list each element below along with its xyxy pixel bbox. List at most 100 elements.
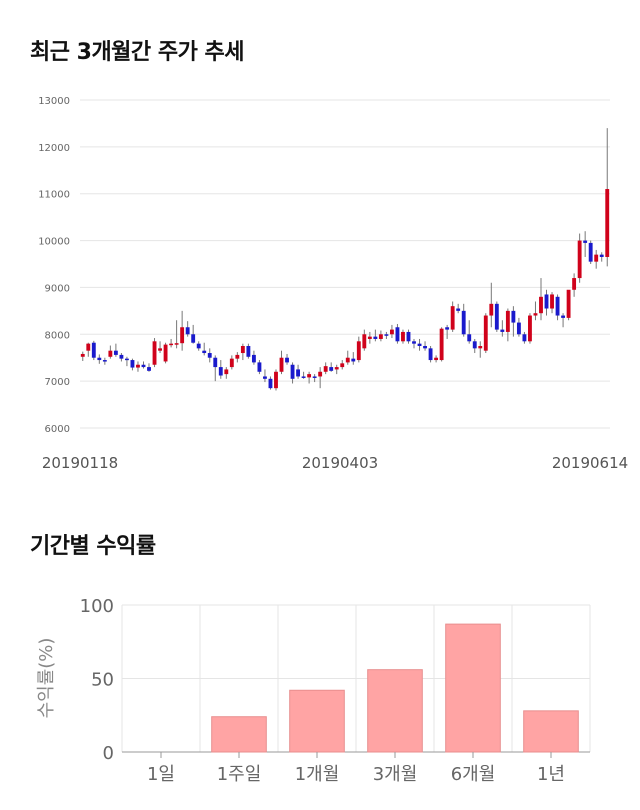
candle-body <box>594 254 599 262</box>
candle-body <box>130 360 135 368</box>
candle-body <box>218 367 223 376</box>
price-y-tick-label: 12000 <box>38 143 70 154</box>
candle-body <box>384 334 389 336</box>
candle-body <box>191 334 196 343</box>
candle-body <box>102 360 107 362</box>
candle-body <box>174 343 179 345</box>
candle-body <box>516 322 521 335</box>
price-candlestick-chart: 6000 7000 8000 9000 10000 11000 12000 13000 201… <box>38 96 628 472</box>
return-x-tick-label: 1주일 <box>217 764 262 785</box>
candle-body <box>373 336 378 339</box>
candle-body <box>605 189 610 257</box>
price-y-tick-label: 13000 <box>38 96 70 107</box>
price-y-tick-label: 6000 <box>45 424 70 435</box>
return-y-tick-label: 50 <box>91 670 114 691</box>
return-bar <box>523 710 579 753</box>
candle-body <box>528 315 532 342</box>
candle-body <box>561 315 566 318</box>
candle-body <box>511 310 516 323</box>
price-chart-grid <box>80 99 610 429</box>
candle-body <box>533 313 538 316</box>
candle-body <box>257 362 262 372</box>
candle-body <box>213 357 218 368</box>
candle-body <box>224 369 229 375</box>
candle-body <box>588 242 593 262</box>
candle-body <box>340 363 345 368</box>
candle-body <box>185 327 190 335</box>
candle-body <box>378 334 383 339</box>
candle-body <box>91 342 96 358</box>
candle-body <box>251 354 256 363</box>
return-y-tick-label: 0 <box>103 743 114 764</box>
price-chart-title: 최근 3개월간 주가 추세 <box>30 40 244 65</box>
candle-body <box>108 350 113 357</box>
return-chart-title: 기간별 수익률 <box>30 534 156 559</box>
candle-body <box>285 357 289 363</box>
price-y-tick-label: 7000 <box>45 377 70 388</box>
candle-body <box>566 289 571 318</box>
candle-body <box>423 346 427 349</box>
candle-body <box>445 327 450 330</box>
candle-body <box>472 341 477 349</box>
return-x-tick-label: 1개월 <box>295 764 340 785</box>
candle-body <box>240 346 245 354</box>
candle-body <box>229 358 234 368</box>
price-y-tick-label: 10000 <box>38 237 70 248</box>
candle-body <box>207 353 212 358</box>
candle-body <box>351 358 356 362</box>
candle-body <box>389 329 394 335</box>
price-x-date-label: 20190403 <box>302 454 378 472</box>
candle-body <box>169 343 174 346</box>
return-x-tick-label: 6개월 <box>451 764 496 785</box>
candle-body <box>202 350 207 354</box>
candle-body <box>296 369 301 377</box>
candle-body <box>268 378 273 389</box>
candle-body <box>489 303 494 316</box>
candle-body <box>367 336 372 339</box>
candle-body <box>550 294 554 309</box>
candle-body <box>274 371 278 389</box>
candle-body <box>428 348 433 361</box>
price-chart-y-axis: 6000 7000 8000 9000 10000 11000 12000 13000 <box>38 96 70 435</box>
candle-body <box>439 328 444 361</box>
return-y-tick-label: 100 <box>80 596 114 617</box>
candle-body <box>86 343 91 351</box>
return-x-tick-label: 1년 <box>537 764 565 785</box>
return-x-tick-label: 3개월 <box>373 764 418 785</box>
candle-body <box>80 353 85 357</box>
return-bar <box>289 689 345 753</box>
candle-body <box>356 341 361 361</box>
candle-body <box>323 366 328 372</box>
candle-body <box>577 240 582 279</box>
candle-body <box>412 341 416 344</box>
price-chart-candles <box>80 128 610 391</box>
candle-body <box>467 334 472 342</box>
candle-body <box>113 350 118 355</box>
candle-body <box>522 334 527 342</box>
candle-body <box>544 294 549 309</box>
candle-body <box>196 343 201 349</box>
candle-body <box>290 364 295 379</box>
candle-body <box>417 343 422 346</box>
candle-body <box>147 367 151 371</box>
return-chart-y-axis: 0 50 100 <box>80 596 114 764</box>
candle-body <box>434 357 439 361</box>
candle-body <box>583 240 588 243</box>
candle-body <box>494 303 499 330</box>
return-chart-y-label: 수익률(%) <box>36 638 57 719</box>
return-x-tick-label: 1일 <box>147 764 175 785</box>
return-bar <box>367 669 423 753</box>
candle-body <box>345 357 350 363</box>
price-chart-x-axis: 20190118 20190403 20190614 <box>42 454 628 472</box>
price-y-tick-label: 9000 <box>45 283 70 294</box>
candle-body <box>572 278 577 290</box>
candle-body <box>312 376 317 378</box>
candle-body <box>158 348 162 351</box>
candle-body <box>124 358 129 361</box>
candle-body <box>136 364 140 368</box>
candle-body <box>119 354 124 359</box>
candle-body <box>246 346 251 357</box>
candle-body <box>450 306 455 330</box>
candle-body <box>263 376 267 379</box>
